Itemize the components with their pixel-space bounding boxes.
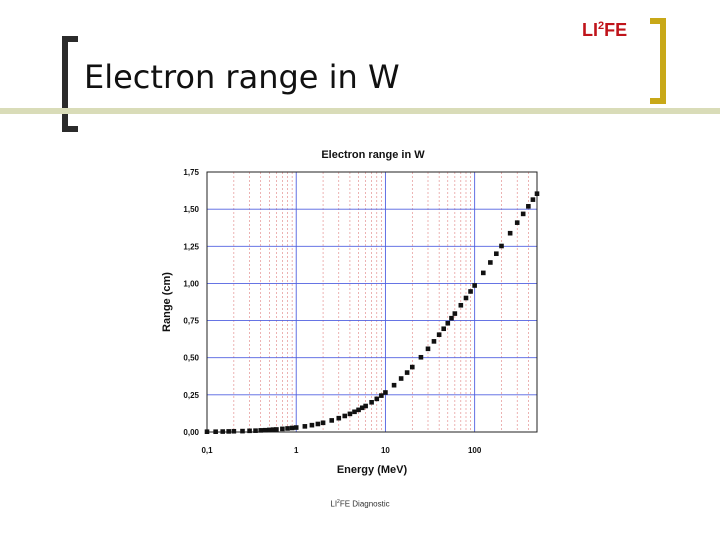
y-tick-label: 1,50 [183, 205, 199, 214]
data-point [226, 429, 231, 434]
data-point [379, 393, 384, 398]
data-point [352, 409, 357, 415]
footer-prefix: LI [330, 499, 338, 509]
data-point [468, 289, 473, 294]
data-point [363, 403, 368, 409]
left-bracket-decoration [62, 36, 78, 132]
y-tick-label: 1,25 [183, 242, 199, 251]
data-point [336, 415, 342, 421]
data-point [347, 411, 353, 417]
range-chart: Electron range in W 0,1 1 10 100 0,000,250,… [161, 149, 540, 476]
data-point [359, 405, 365, 411]
title-band [0, 108, 720, 114]
x-tick-label: 100 [468, 446, 482, 455]
y-tick-labels: 0,00 0,25 0,50 0,75 1,00 1,25 1,50 1,75 [183, 168, 199, 437]
data-point [530, 197, 536, 202]
data-point [369, 399, 374, 405]
slide-title: Electron range in W [84, 58, 400, 96]
footer-sup: 2 [337, 499, 340, 505]
x-tick-label: 1 [294, 446, 299, 455]
data-point [240, 428, 245, 434]
data-points [204, 191, 540, 435]
data-point [280, 426, 285, 432]
data-point [398, 376, 404, 381]
data-point [458, 302, 464, 308]
data-point [463, 295, 469, 301]
data-point [374, 396, 380, 402]
data-point [436, 332, 442, 337]
y-tick-label: 0,25 [183, 391, 199, 400]
data-point [262, 427, 268, 433]
plot-frame [206, 171, 538, 433]
data-point [302, 424, 308, 429]
data-point [520, 211, 526, 217]
data-point [289, 425, 295, 431]
x-tick-label: 0,1 [201, 446, 213, 455]
data-point [526, 204, 531, 209]
data-point [220, 429, 226, 434]
data-point [409, 364, 415, 370]
data-point [267, 427, 272, 433]
brand-logo-prefix: LI [582, 20, 598, 40]
data-point [507, 230, 513, 236]
data-point [488, 260, 493, 265]
data-point [329, 418, 335, 423]
footer-text: LI2FE Diagnostic [0, 499, 720, 509]
data-point [383, 390, 388, 395]
data-point [514, 220, 520, 225]
brand-logo-suffix: FE [604, 20, 628, 40]
data-point [213, 429, 218, 435]
data-point [418, 354, 424, 360]
major-grid [206, 171, 537, 433]
data-point [270, 427, 276, 432]
data-point [253, 428, 258, 433]
data-point [449, 315, 454, 321]
data-point [315, 421, 321, 427]
y-tick-label: 0,00 [183, 428, 199, 437]
x-tick-labels: 0,1 1 10 100 [201, 446, 481, 455]
y-tick-label: 0,75 [183, 317, 199, 326]
y-tick-label: 1,00 [183, 279, 199, 288]
data-point [356, 407, 361, 413]
data-point [231, 428, 237, 434]
data-point [342, 413, 348, 419]
brand-logo-sup: 2 [598, 20, 605, 32]
data-point [425, 346, 431, 352]
y-axis-label: Range (cm) [161, 272, 173, 332]
data-point [404, 370, 410, 375]
minor-grid [233, 172, 529, 432]
data-point [293, 425, 299, 430]
footer-suffix: FE Diagnostic [339, 499, 390, 509]
data-point [391, 382, 397, 388]
data-point [472, 283, 477, 288]
data-point [285, 426, 290, 431]
data-point [247, 428, 252, 434]
data-point [452, 311, 458, 316]
data-point [309, 422, 315, 428]
data-point [494, 251, 499, 257]
brand-logo: LI2FE [582, 20, 627, 41]
data-point [274, 427, 279, 432]
data-point [320, 420, 326, 426]
chart-title: Electron range in W [321, 149, 425, 161]
right-bracket-decoration [650, 18, 666, 104]
y-tick-label: 0,50 [183, 354, 199, 363]
data-point [441, 326, 447, 332]
data-point [480, 270, 486, 276]
data-point [204, 429, 210, 435]
data-point [431, 339, 437, 344]
x-tick-label: 10 [381, 446, 390, 455]
data-point [445, 320, 451, 326]
data-point [499, 243, 504, 249]
data-point [534, 191, 540, 196]
data-point [258, 428, 264, 433]
x-axis-label: Energy (MeV) [337, 464, 408, 476]
y-tick-label: 1,75 [183, 168, 199, 177]
